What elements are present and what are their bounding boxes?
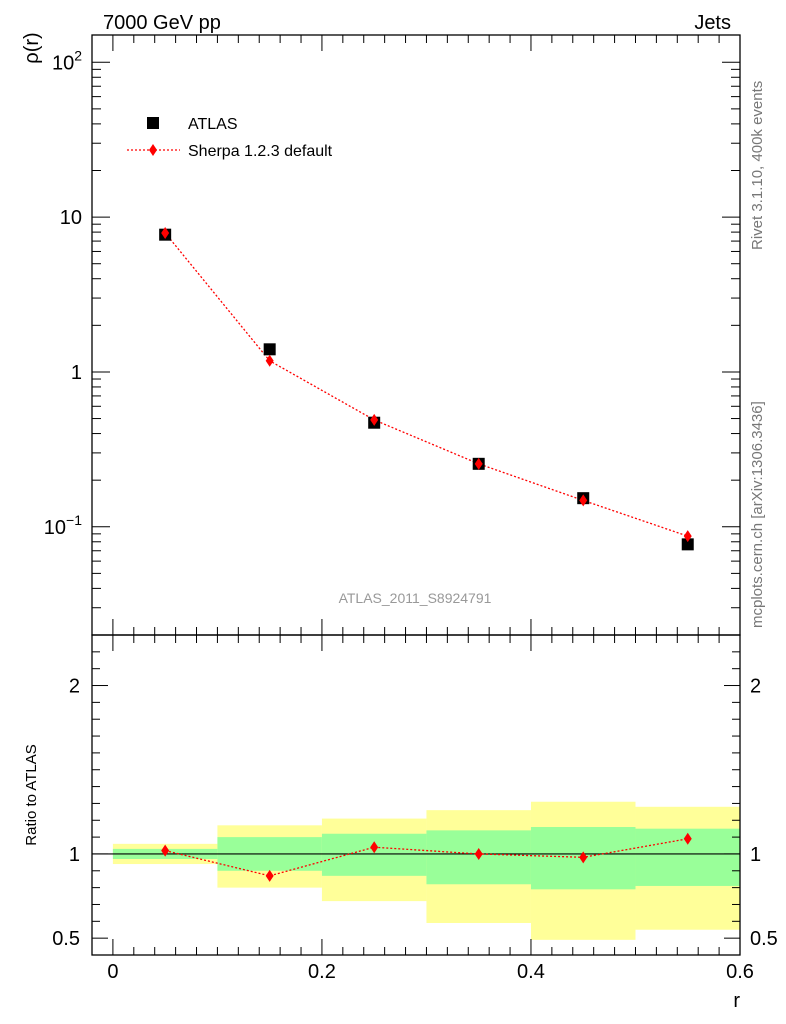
ratio-ytick-label: 0.5: [52, 928, 80, 950]
sherpa-point: [161, 226, 170, 239]
main-ytick-label: 102: [52, 47, 82, 74]
legend-atlas-label: ATLAS: [188, 116, 238, 133]
ratio-point: [161, 844, 170, 857]
axis-ticks: 102 10 1 10−1 0 0.2 0.4 0.6 0.5 0.5 1 1 2 2: [44, 35, 778, 983]
sherpa-point: [579, 494, 588, 507]
ratio-point: [265, 869, 274, 882]
sherpa-point: [370, 413, 379, 426]
ratio-xtick-label: 0.4: [517, 961, 545, 983]
main-ytick-label: 1: [71, 362, 82, 384]
ratio-ylabel: Ratio to ATLAS: [23, 744, 40, 845]
header-process: Jets: [694, 12, 731, 34]
analysis-watermark: ATLAS_2011_S8924791: [339, 590, 492, 606]
ratio-xtick-label: 0.6: [726, 961, 754, 983]
ratio-series: [161, 832, 692, 882]
main-ytick-label: 10: [60, 207, 82, 229]
ratio-point: [579, 851, 588, 864]
ratio-line: [165, 838, 688, 877]
ratio-ytick-label-right: 1: [750, 844, 761, 866]
sherpa-point: [683, 530, 692, 543]
rivet-label: Rivet 3.1.10, 400k events: [749, 81, 766, 250]
main-ylabel: ρ(r): [21, 32, 43, 63]
main-ytick-label: 10−1: [44, 512, 82, 539]
ratio-frame: [91, 634, 741, 956]
legend-sherpa-label: Sherpa 1.2.3 default: [188, 143, 333, 160]
ratio-xtick-label: 0.2: [308, 961, 336, 983]
sherpa-point: [474, 457, 483, 470]
sherpa-line: [164, 232, 688, 537]
ratio-xlabel: r: [733, 990, 740, 1012]
ratio-bands: [112, 801, 740, 940]
legend-sherpa-marker: [149, 144, 157, 156]
ratio-xtick-label: 0: [107, 961, 118, 983]
sherpa-point: [265, 354, 274, 367]
band-inner: [321, 833, 427, 876]
ratio-ytick-label: 2: [69, 676, 80, 698]
legend-atlas-marker: [147, 117, 159, 129]
ratio-ytick-label: 1: [69, 844, 80, 866]
ratio-point: [683, 832, 692, 845]
ratio-point: [474, 847, 483, 860]
main-series: [159, 226, 694, 551]
mcplots-label: mcplots.cern.ch [arXiv:1306.3436]: [749, 401, 766, 628]
ratio-ytick-label-right: 2: [750, 676, 761, 698]
ratio-ytick-label-right: 0.5: [750, 928, 778, 950]
atlas-point: [681, 538, 694, 551]
header-title: 7000 GeV pp: [103, 12, 221, 34]
atlas-point: [263, 343, 276, 356]
legend: ATLAS Sherpa 1.2.3 default: [127, 116, 333, 160]
axes-frames: [91, 34, 741, 956]
ratio-point: [370, 841, 379, 854]
